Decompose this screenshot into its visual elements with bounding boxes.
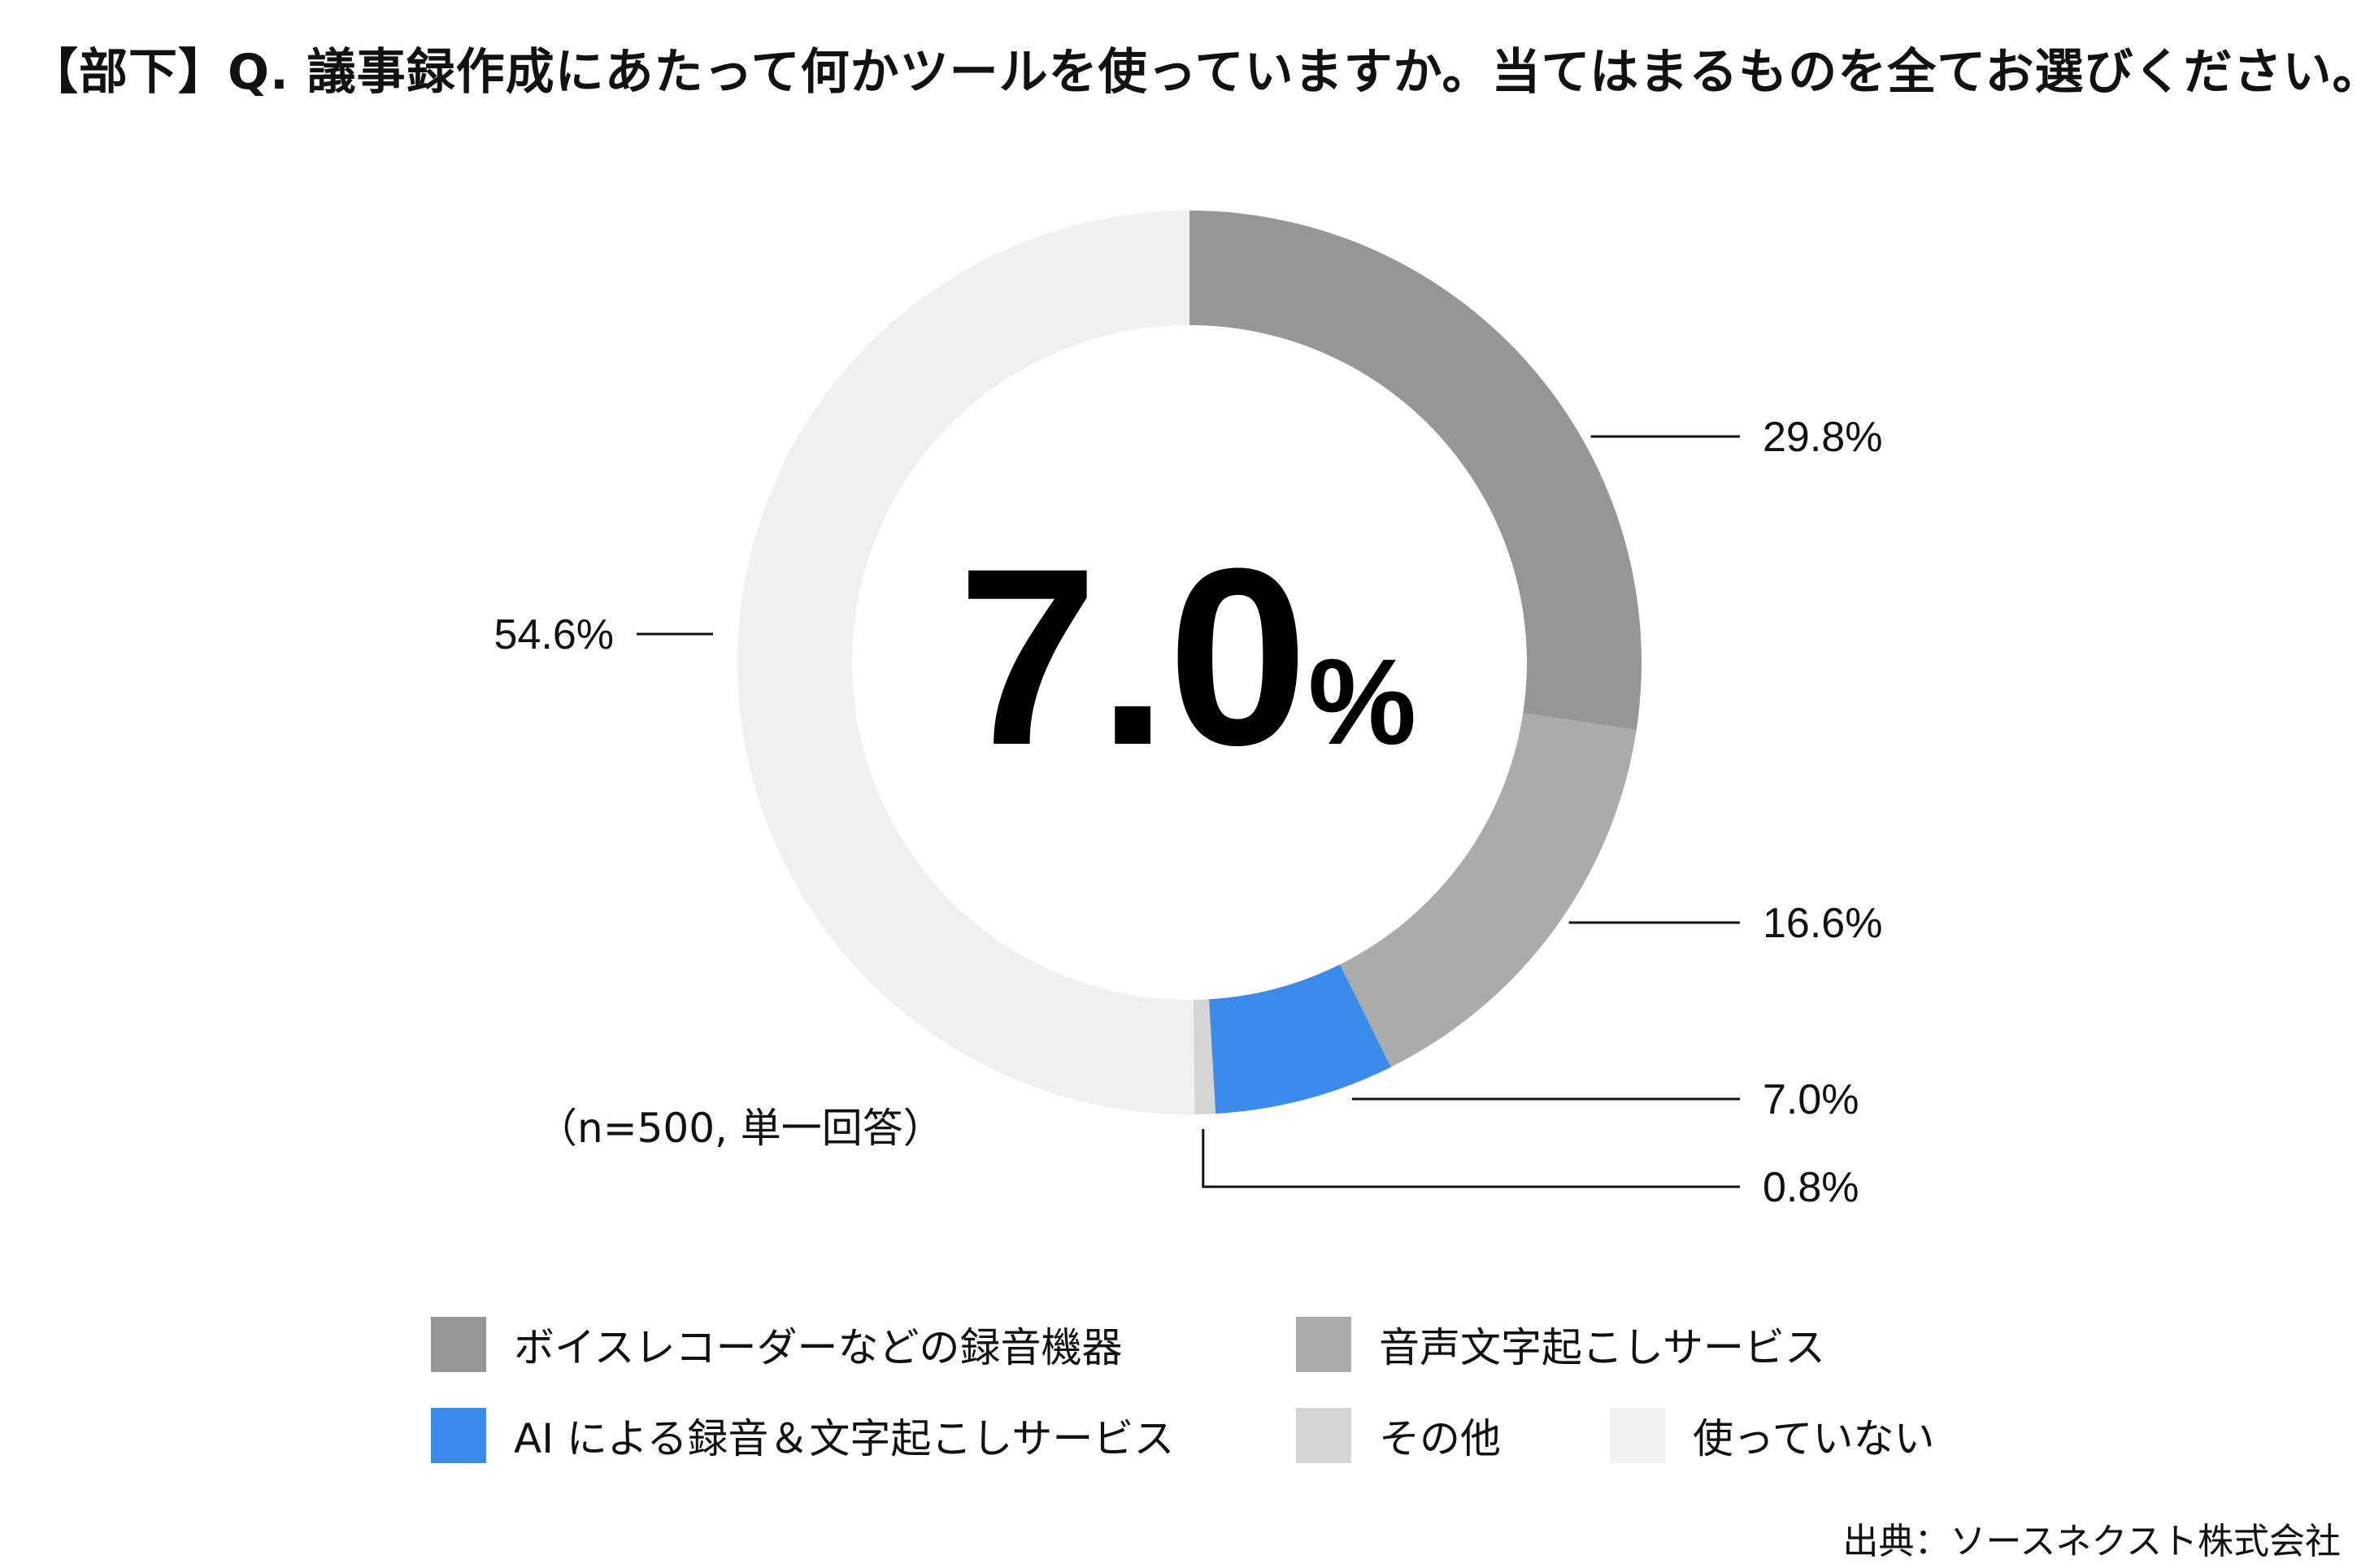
legend-label-other: その他 — [1379, 1415, 1501, 1462]
value-label-ai-service: 7.0% — [1763, 1076, 1859, 1123]
legend-label-not-using: 使っていない — [1693, 1415, 1935, 1462]
slice-not-using — [737, 211, 1195, 1114]
legend-swatch-ai-service — [431, 1408, 486, 1463]
legend-label-transcription-service: 音声文字起こしサービス — [1379, 1324, 1825, 1371]
legend-label-ai-service: AI による録音＆文字起こしサービス — [514, 1415, 1175, 1462]
leader-line-other — [1202, 1129, 1740, 1188]
slice-voice-recorder — [1189, 211, 1642, 731]
value-label-not-using: 54.6% — [494, 611, 614, 658]
legend-item-other: その他 — [1296, 1406, 1501, 1465]
slice-transcription-service — [1339, 713, 1637, 1067]
center-value-unit: % — [1308, 633, 1416, 770]
legend-swatch-transcription-service — [1296, 1317, 1351, 1372]
legend-label-voice-recorder: ボイスレコーダーなどの録音機器 — [514, 1324, 1123, 1371]
legend-swatch-voice-recorder — [431, 1317, 486, 1372]
donut-slices — [737, 211, 1642, 1114]
value-label-other: 0.8% — [1763, 1164, 1859, 1211]
legend-item-ai-service: AI による録音＆文字起こしサービス — [431, 1406, 1174, 1465]
legend-item-transcription-service: 音声文字起こしサービス — [1296, 1315, 1825, 1374]
center-value-number: 7.0 — [958, 515, 1308, 797]
legend-swatch-other — [1296, 1408, 1351, 1463]
slice-ai-service — [1208, 964, 1391, 1114]
source-credit: 出典：ソースネクスト株式会社 — [1842, 1521, 2341, 1562]
slice-value-labels: 29.8% 16.6% 7.0% 0.8% 54.6% — [494, 414, 1883, 1211]
sample-note: （n=500, 単一回答） — [537, 1105, 944, 1152]
value-label-voice-recorder: 29.8% — [1763, 414, 1882, 461]
slice-other — [1193, 999, 1216, 1114]
legend-swatch-not-using — [1610, 1408, 1665, 1463]
legend-item-not-using: 使っていない — [1610, 1406, 1935, 1465]
chart-title: 【部下】Q. 議事録作成にあたって何かツールを使っていますか。当てはまるものを全… — [29, 44, 2370, 101]
legend-item-voice-recorder: ボイスレコーダーなどの録音機器 — [431, 1315, 1123, 1374]
center-value: 7.0% — [958, 515, 1416, 797]
value-label-transcription-service: 16.6% — [1763, 900, 1882, 947]
